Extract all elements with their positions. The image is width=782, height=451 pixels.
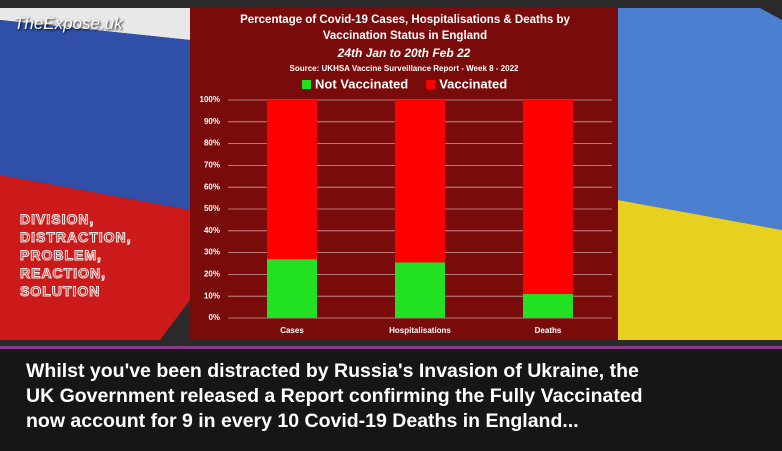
y-tick-label: 70%: [204, 161, 220, 170]
flag-red: [0, 175, 190, 340]
x-tick-label: Deaths: [535, 326, 562, 335]
legend-swatch: [426, 80, 436, 89]
y-tick-label: 60%: [204, 182, 220, 191]
chart-source: Source: UKHSA Vaccine Surveillance Repor…: [289, 64, 519, 73]
side-text: DIVISION, DISTRACTION, PROBLEM, REACTION, SO…: [20, 210, 132, 300]
x-tick-label: Cases: [280, 326, 304, 335]
y-tick-label: 100%: [200, 95, 220, 104]
side-line: REACTION,: [20, 265, 106, 282]
flag-ua-yellow: [618, 200, 782, 340]
bar-segment: [267, 100, 317, 260]
side-line: SOLUTION: [20, 283, 101, 300]
side-line: DIVISION,: [20, 211, 95, 228]
y-tick-label: 20%: [204, 270, 220, 279]
legend-label: Not Vaccinated: [315, 76, 408, 91]
caption: Whilst you've been distracted by Russia'…: [0, 346, 782, 451]
y-tick-label: 30%: [204, 248, 220, 257]
y-tick-label: 50%: [204, 204, 220, 213]
flag-white: [0, 8, 190, 40]
caption-line: UK Government released a Report confirmi…: [26, 385, 643, 407]
chart-title: Percentage of Covid-19 Cases, Hospitalis…: [240, 14, 570, 42]
legend-swatch: [302, 80, 311, 89]
y-tick-label: 40%: [204, 226, 220, 235]
x-tick-label: Hospitalisations: [389, 326, 451, 335]
flag-blue: [0, 20, 190, 210]
caption-line: now account for 9 in every 10 Covid-19 D…: [26, 410, 579, 432]
y-tick-label: 80%: [204, 139, 220, 148]
side-line: PROBLEM,: [20, 247, 102, 264]
bar-segment: [523, 100, 573, 295]
bar-segment: [395, 262, 445, 318]
bar-segment: [395, 100, 445, 263]
chart: 0% 10% 20% 30% 40% 50% 60% 70% 80% 90% 100% Not Vac…: [0, 0, 782, 346]
y-tick-label: 0%: [208, 313, 220, 322]
bar-segment: [267, 259, 317, 318]
chart-subtitle: 24th Jan to 20th Feb 22: [337, 46, 471, 60]
caption-line: Whilst you've been distracted by Russia'…: [26, 360, 639, 382]
legend-label: Vaccinated: [439, 76, 507, 91]
y-tick-label: 90%: [204, 117, 220, 126]
watermark: TheExpose.uk: [14, 14, 123, 33]
bar-segment: [523, 294, 573, 318]
side-line: DISTRACTION,: [20, 229, 132, 246]
flag-ua-blue: [618, 8, 782, 230]
y-tick-label: 10%: [204, 291, 220, 300]
